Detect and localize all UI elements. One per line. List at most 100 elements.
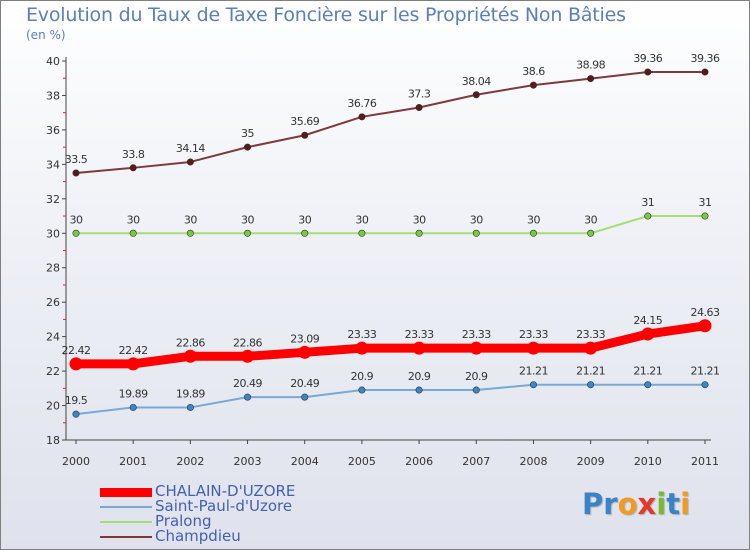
series-line-0 [71, 321, 710, 369]
legend-label: Pralong [155, 512, 212, 530]
data-label: 23.09 [290, 332, 319, 345]
data-label: 37.3 [408, 88, 431, 101]
data-label: 36.76 [347, 97, 376, 110]
data-point [701, 381, 709, 389]
data-label: 20.49 [290, 377, 319, 390]
data-point [301, 229, 309, 237]
y-tick-label: 36 [46, 124, 60, 137]
data-label: 19.5 [65, 394, 88, 407]
legend-item: CHALAIN-D'UZORE [100, 482, 360, 500]
series-line-1 [75, 383, 706, 416]
data-point [129, 164, 137, 172]
data-point [641, 327, 655, 341]
data-label: 33.8 [122, 148, 145, 161]
data-point [183, 349, 197, 363]
data-point [129, 403, 137, 411]
legend-item: Saint-Paul-d'Uzore [100, 497, 360, 515]
data-label: 23.33 [405, 328, 434, 341]
data-label: 31 [641, 196, 654, 209]
data-label: 23.33 [519, 328, 548, 341]
x-tick-label: 2006 [405, 455, 433, 468]
legend-label: CHALAIN-D'UZORE [155, 482, 296, 500]
legend-label: Saint-Paul-d'Uzore [155, 497, 293, 515]
proxiti-logo: Proxiti [582, 487, 690, 521]
series-line-3 [75, 71, 706, 174]
data-point [529, 81, 537, 89]
data-label: 34.14 [176, 142, 205, 155]
data-point [472, 229, 480, 237]
data-label: 22.86 [176, 336, 205, 349]
data-point [644, 68, 652, 76]
data-label: 21.21 [576, 365, 605, 378]
data-label: 30 [298, 213, 311, 226]
data-point [415, 229, 423, 237]
data-label: 30 [184, 213, 197, 226]
data-label: 20.9 [408, 370, 431, 383]
y-tick-label: 38 [46, 89, 60, 102]
data-label: 21.21 [691, 365, 720, 378]
data-point [644, 212, 652, 220]
legend-swatch [100, 487, 152, 497]
x-tick-label: 2001 [119, 455, 147, 468]
data-point [355, 341, 369, 355]
data-point [72, 229, 80, 237]
data-label: 38.98 [576, 59, 605, 72]
y-tick-label: 26 [46, 296, 60, 309]
legend-swatch [100, 506, 152, 508]
data-point [186, 229, 194, 237]
data-label: 20.49 [233, 377, 262, 390]
x-tick-label: 2009 [577, 455, 605, 468]
data-point [469, 341, 483, 355]
y-tick-label: 28 [46, 262, 60, 275]
y-tick-label: 30 [46, 227, 60, 240]
data-label: 23.33 [347, 328, 376, 341]
data-point [415, 386, 423, 394]
data-point [186, 403, 194, 411]
data-point [472, 91, 480, 99]
series-points [69, 68, 712, 418]
data-label: 30 [355, 213, 368, 226]
data-label: 21.21 [633, 365, 662, 378]
legend-item: Pralong [100, 512, 360, 530]
data-point [587, 381, 595, 389]
x-tick-label: 2010 [634, 455, 662, 468]
data-point [358, 113, 366, 121]
x-tick-label: 2007 [462, 455, 490, 468]
data-point [587, 75, 595, 83]
data-label: 24.63 [691, 306, 720, 319]
data-point [701, 212, 709, 220]
data-label: 24.15 [633, 314, 662, 327]
x-tick-label: 2011 [691, 455, 719, 468]
data-point [587, 229, 595, 237]
data-point [701, 68, 709, 76]
value-labels: 33.5 33.8 34.14 35 35.69 36.76 37.3 38.04 38.6 38… [62, 52, 721, 407]
data-label: 22.42 [119, 344, 148, 357]
data-label: 39.36 [691, 52, 720, 65]
y-tick-label: 18 [46, 434, 60, 447]
y-tick-label: 40 [46, 55, 60, 68]
data-label: 19.89 [119, 387, 148, 400]
data-point [358, 386, 366, 394]
data-label: 21.21 [519, 365, 548, 378]
data-point [584, 341, 598, 355]
x-tick-label: 2008 [519, 455, 547, 468]
data-point [241, 349, 255, 363]
data-label: 30 [413, 213, 426, 226]
y-tick-label: 32 [46, 193, 60, 206]
legend-swatch [100, 536, 152, 538]
data-point [244, 143, 252, 151]
data-label: 30 [127, 213, 140, 226]
data-label: 35 [241, 127, 254, 140]
data-label: 35.69 [290, 115, 319, 128]
data-point [186, 158, 194, 166]
data-label: 19.89 [176, 387, 205, 400]
y-tick-label: 22 [46, 365, 60, 378]
legend-label: Champdieu [155, 527, 241, 545]
y-tick-label: 34 [46, 158, 60, 171]
data-point [529, 381, 537, 389]
x-tick-label: 2004 [291, 455, 319, 468]
y-unit-label: (en %) [26, 28, 66, 42]
data-label: 22.42 [62, 344, 91, 357]
data-point [244, 393, 252, 401]
data-label: 22.86 [233, 336, 262, 349]
